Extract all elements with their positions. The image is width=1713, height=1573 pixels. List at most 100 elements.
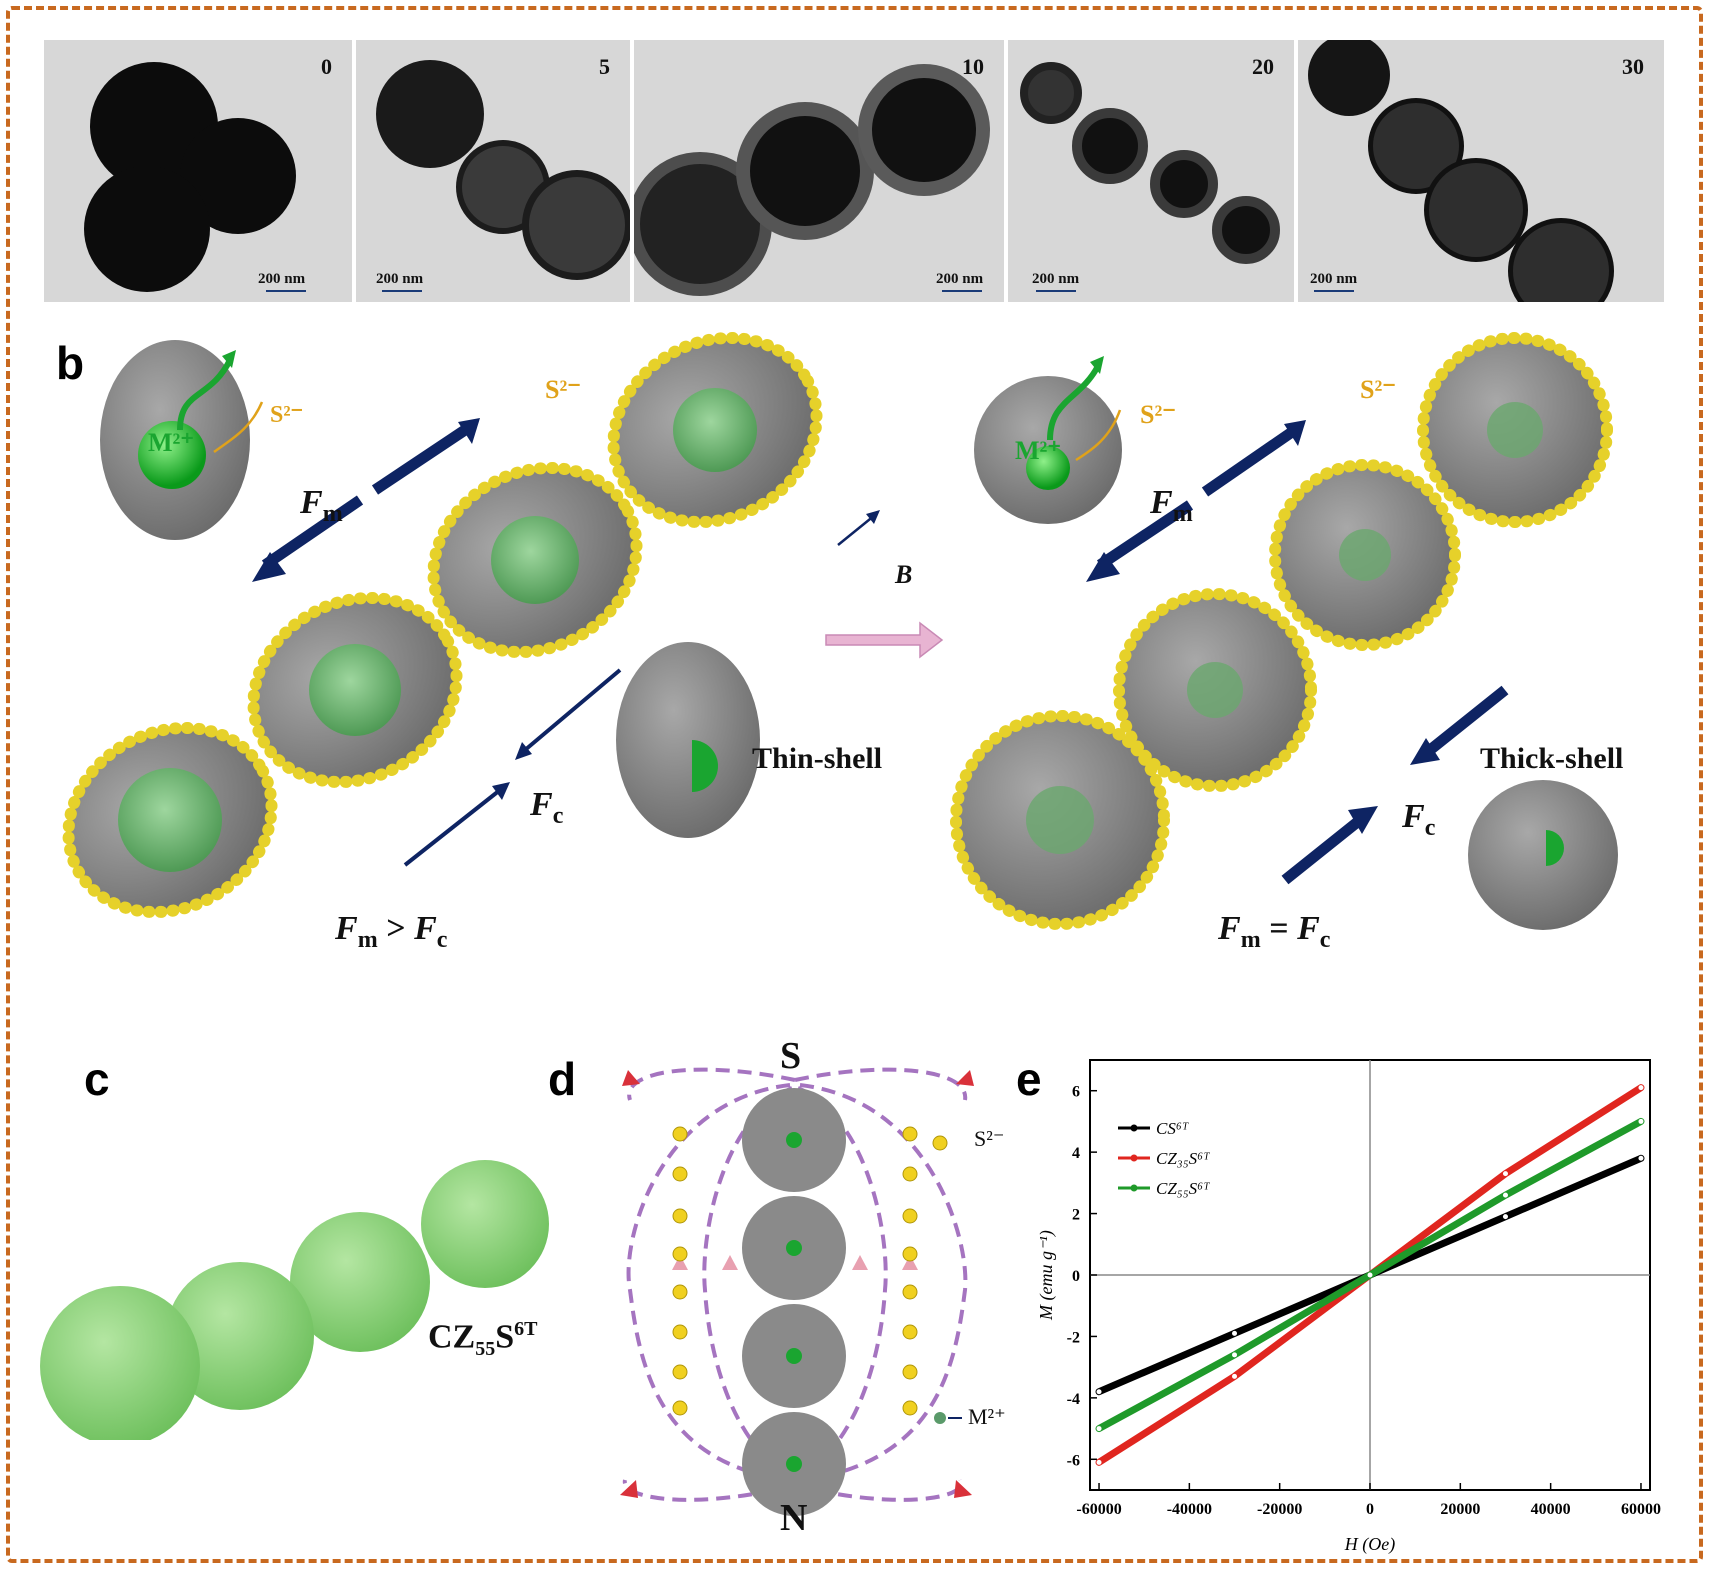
fm-arrow-down bbox=[1096, 500, 1194, 570]
fm-arrow-down-head bbox=[1086, 552, 1120, 582]
thick-shell-label: Thick-shell bbox=[1480, 742, 1624, 775]
y-tick-label: 4 bbox=[1072, 1145, 1080, 1162]
x-tick-label: 60000 bbox=[1621, 1501, 1661, 1518]
ion-s-left-chain: S²⁻ bbox=[545, 375, 581, 404]
scale-bar bbox=[1036, 290, 1076, 292]
ion-s-right-chain: S²⁻ bbox=[1360, 375, 1396, 404]
legend-metal-ion bbox=[934, 1412, 946, 1424]
fc-right: Fc bbox=[1402, 798, 1436, 841]
field-arrowhead bbox=[722, 1255, 738, 1270]
sulfur-arrow bbox=[1075, 409, 1122, 462]
fc-arrow-down-head bbox=[1410, 738, 1440, 765]
particle bbox=[84, 166, 210, 292]
thick-shell-chain bbox=[950, 332, 1613, 930]
thin-shell-label: Thin-shell bbox=[752, 742, 883, 775]
field-arrow-head bbox=[866, 510, 880, 524]
ion-s-left: S²⁻ bbox=[270, 402, 304, 428]
tem-image-0: 0 200 nm bbox=[44, 40, 352, 302]
series-point bbox=[1638, 1085, 1644, 1091]
field-arrowhead bbox=[852, 1255, 868, 1270]
sulfur-ion bbox=[672, 1284, 688, 1300]
column-core bbox=[786, 1348, 802, 1364]
scale-bar bbox=[266, 290, 306, 292]
chain-core bbox=[1339, 529, 1391, 581]
y-tick-label: 0 bbox=[1072, 1268, 1080, 1285]
tem-label: 20 bbox=[1252, 54, 1274, 79]
x-tick-label: 40000 bbox=[1531, 1501, 1571, 1518]
thick-shell-inset-bottom bbox=[1468, 780, 1618, 930]
relation-right: Fm = Fc bbox=[1218, 910, 1331, 953]
tem-label: 10 bbox=[962, 54, 984, 79]
tem-image-5: 5 200 nm bbox=[356, 40, 630, 302]
field-arrowhead bbox=[954, 1480, 972, 1498]
green-sphere bbox=[290, 1212, 430, 1352]
fc-arrow-down bbox=[1426, 685, 1509, 755]
sulfur-ion bbox=[672, 1246, 688, 1262]
sulfur-ion bbox=[902, 1364, 918, 1380]
legend-marker bbox=[1130, 1124, 1138, 1132]
sulfur-ion bbox=[902, 1400, 918, 1416]
process-arrow bbox=[825, 621, 944, 659]
sulfur-ion bbox=[902, 1126, 918, 1142]
pole-s: S bbox=[780, 1035, 802, 1077]
y-tick-label: -2 bbox=[1067, 1329, 1080, 1346]
chain-core bbox=[1487, 402, 1543, 458]
series-point bbox=[1502, 1171, 1508, 1177]
particle bbox=[1212, 196, 1280, 264]
particle bbox=[1368, 98, 1464, 194]
green-sphere bbox=[40, 1286, 200, 1440]
thin-shell-inset-core bbox=[692, 740, 718, 792]
tem-label: 30 bbox=[1622, 54, 1644, 79]
panel-d-diagram bbox=[620, 1067, 974, 1516]
tem-image-10: 10 200 nm bbox=[634, 40, 1004, 302]
green-sphere bbox=[421, 1160, 549, 1288]
particle-column bbox=[742, 1088, 846, 1516]
field-label: B bbox=[895, 560, 913, 589]
legend-s-label: S²⁻ bbox=[974, 1126, 1005, 1151]
panel-e-chart: -60000 -40000 -20000 0 20000 40000 60000 -6 -4 -2… bbox=[1036, 1059, 1661, 1555]
legend-sulfur-ion bbox=[932, 1135, 948, 1151]
x-tick-label: -60000 bbox=[1076, 1501, 1121, 1518]
fc-arrow-up bbox=[403, 788, 502, 867]
fm-left: Fm bbox=[300, 484, 343, 527]
field-arrowhead bbox=[622, 1070, 640, 1086]
sulfur-ion bbox=[672, 1126, 688, 1142]
panel-d-letter: d bbox=[548, 1053, 577, 1105]
field-arrowhead bbox=[620, 1480, 638, 1498]
y-tick-label: 6 bbox=[1072, 1084, 1080, 1101]
field-line bbox=[797, 1086, 888, 1477]
particle bbox=[1508, 218, 1614, 302]
release-arrow-head bbox=[1090, 356, 1104, 374]
thick-shell-inset-core bbox=[1026, 446, 1070, 490]
series-point bbox=[1638, 1155, 1644, 1161]
thick-shell-inset-core bbox=[1546, 830, 1564, 866]
series-point bbox=[1502, 1192, 1508, 1198]
series-point bbox=[1232, 1352, 1238, 1358]
particle bbox=[736, 102, 874, 240]
column-core bbox=[786, 1456, 802, 1472]
fc-arrow-up-head bbox=[492, 782, 510, 800]
particle bbox=[1072, 108, 1148, 184]
column-core bbox=[786, 1132, 802, 1148]
field-arrowhead bbox=[672, 1255, 688, 1270]
ion-s-right: S²⁻ bbox=[1140, 400, 1176, 429]
release-arrow bbox=[177, 358, 233, 431]
x-axis-label: H (Oe) bbox=[1344, 1534, 1395, 1555]
field-arrowhead bbox=[956, 1070, 974, 1086]
sulfur-ion bbox=[672, 1166, 688, 1182]
field-line bbox=[626, 1083, 791, 1482]
chain-core bbox=[491, 516, 579, 604]
series-point bbox=[1096, 1459, 1102, 1465]
panel-a-tem-row: 0 200 nm 5 200 nm 10 200 nm 20 200 nm 30… bbox=[44, 40, 1664, 302]
y-axis-label: M (emu g⁻¹) bbox=[1036, 1230, 1057, 1321]
fc-left: Fc bbox=[530, 786, 564, 829]
thin-shell-inset-bottom bbox=[616, 642, 760, 838]
legend-m-label: M²⁺ bbox=[968, 1404, 1006, 1429]
ion-m-right: M²⁺ bbox=[1015, 436, 1062, 465]
x-tick-label: 20000 bbox=[1440, 1501, 1480, 1518]
panel-c-label: CZ55S6T bbox=[428, 1318, 538, 1361]
fc-arrow-up-head bbox=[1348, 806, 1378, 834]
chain-core bbox=[309, 644, 401, 736]
legend-marker bbox=[1130, 1184, 1138, 1192]
tem-label: 0 bbox=[321, 54, 332, 79]
